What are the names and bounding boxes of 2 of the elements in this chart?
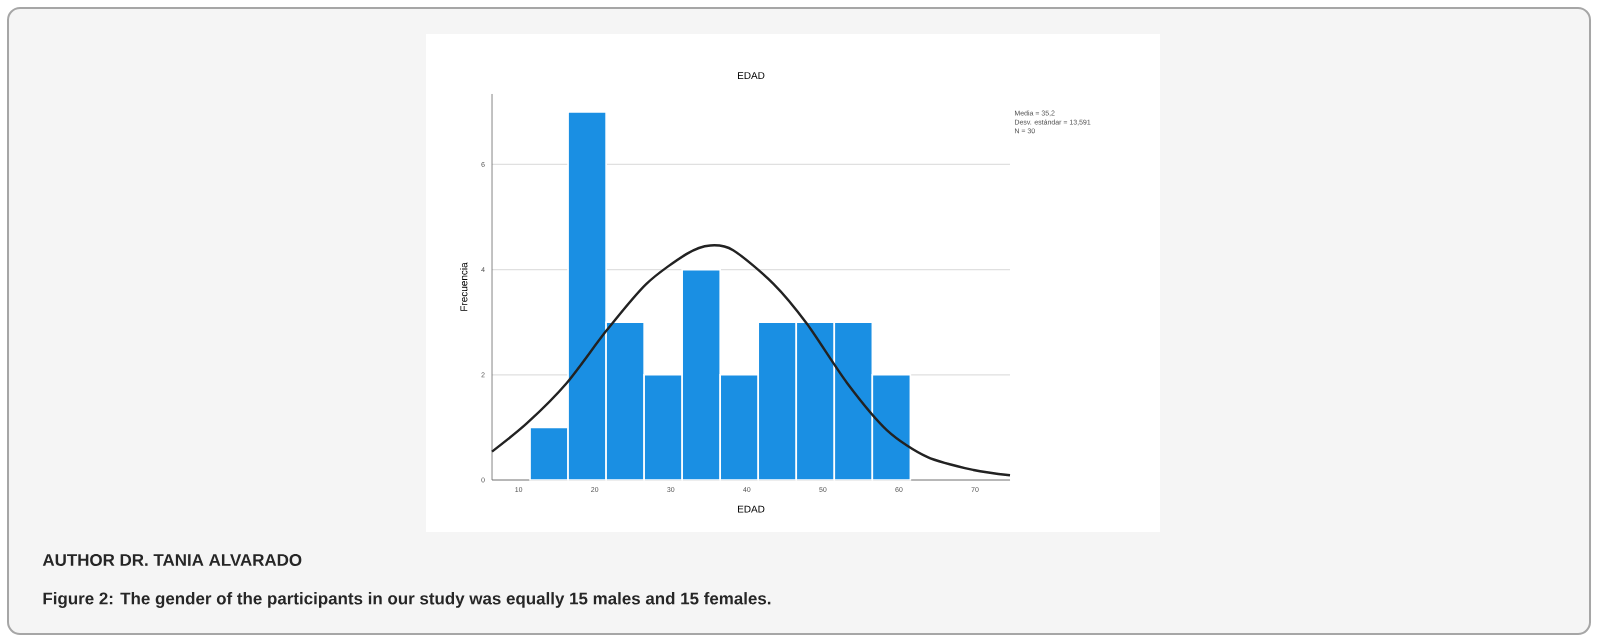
caption: Figure 2: The gender of the participants in our study was equally 15 males and 15 females. (43, 592, 771, 608)
text: AUTHOR DR. TANIA ALVARADO (42, 554, 302, 566)
